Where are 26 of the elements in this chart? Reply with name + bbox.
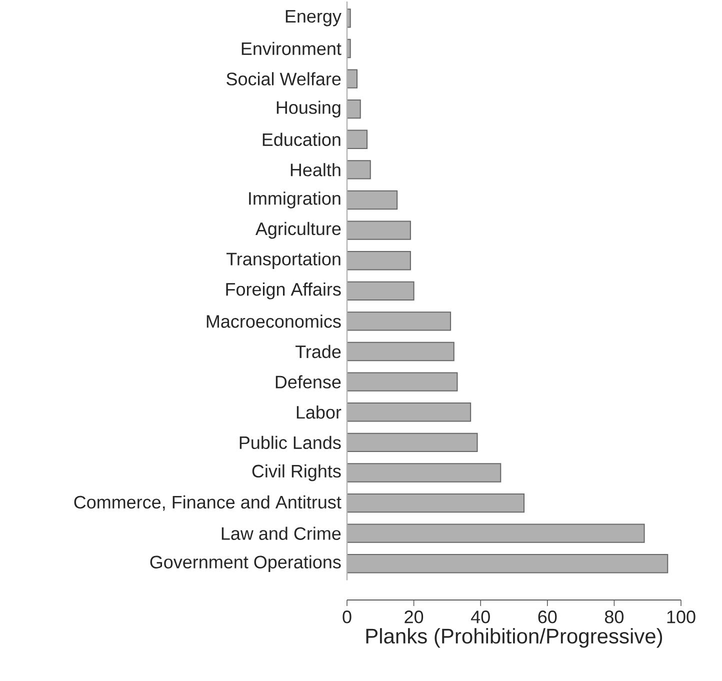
y-tick-label: Energy <box>286 10 342 26</box>
y-tick-label: Immigration <box>249 192 340 208</box>
y-tick-label: Public Lands <box>240 436 341 450</box>
y-tick-label: Foreign Affairs <box>226 282 341 300</box>
y-tick-label: Trade <box>296 344 341 358</box>
x-tick-label: 0 <box>342 610 352 624</box>
y-tick-label: Law and Crime <box>222 526 341 540</box>
y-tick-label: Agriculture <box>255 222 341 239</box>
x-tick-label: 60 <box>538 610 557 624</box>
y-tick-label: Commerce, Finance and Antitrust <box>74 495 342 511</box>
y-tick-label: Environment <box>242 42 342 56</box>
y-tick-label: Labor <box>296 406 342 419</box>
y-tick-label: Civil Rights <box>252 464 341 482</box>
y-tick-label: Health <box>290 163 340 176</box>
x-axis-title: Planks (Prohibition/Progressive) <box>366 628 662 648</box>
y-tick-label: Housing <box>276 100 340 118</box>
x-tick-label: 40 <box>471 610 490 624</box>
y-tick-label: Macroeconomics <box>206 314 341 328</box>
x-tick-label: 20 <box>404 610 424 624</box>
y-tick-label: Education <box>262 132 340 146</box>
x-tick-label: 100 <box>667 610 696 624</box>
y-tick-label: Social Welfare <box>226 72 341 86</box>
y-tick-label: Government Operations <box>150 555 341 572</box>
x-tick-label: 80 <box>604 610 624 624</box>
y-tick-label: Transportation <box>226 252 340 269</box>
y-tick-label: Defense <box>276 375 341 388</box>
